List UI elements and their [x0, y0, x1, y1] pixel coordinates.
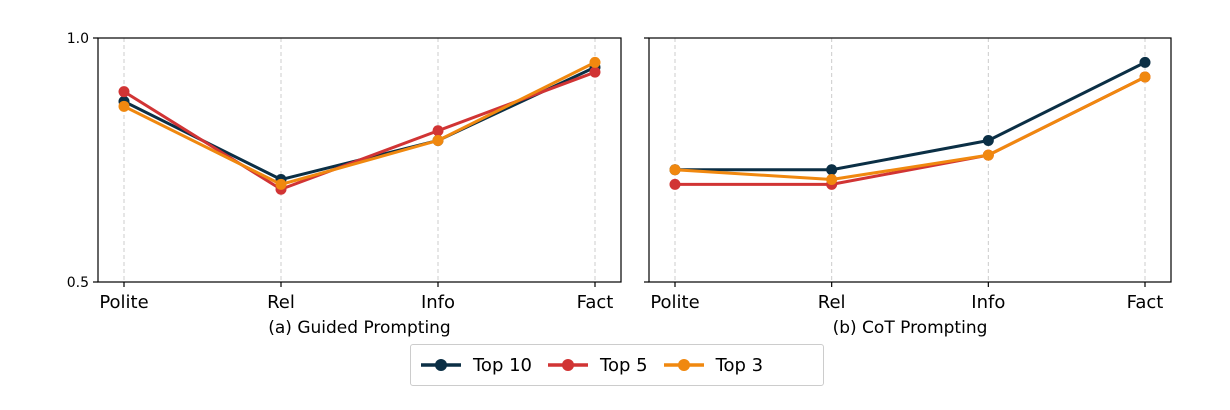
series-top-3 [118, 56, 601, 190]
panel-guided-prompting: Polite Rel Info Fact 0.5 1.0 (a) Guided Prompt… [67, 31, 622, 338]
x-tick-label-rel: Rel [818, 292, 846, 313]
panel-cot-prompting: Polite Rel Info Fact (b) CoT Prompting [644, 37, 1172, 338]
point-top-3-rel [275, 178, 287, 190]
point-top-5-fact [589, 66, 601, 78]
point-top-3-fact [589, 56, 601, 68]
panel-caption: (b) CoT Prompting [833, 318, 988, 338]
series-top-5 [118, 66, 601, 195]
series-top-3 [669, 71, 1151, 186]
point-top-3-polite [669, 164, 681, 176]
y-tick-label-1: 1.0 [67, 31, 89, 47]
series-line-top-5 [123, 70, 596, 191]
point-top-10-fact [1139, 56, 1151, 68]
legend: Top 10 Top 5 Top 3 [410, 344, 824, 386]
point-top-5-polite [118, 86, 130, 98]
legend-marker-top-3 [663, 359, 704, 371]
x-tick-label-fact: Fact [1127, 292, 1164, 313]
series-top-10 [118, 61, 601, 186]
point-top-3-polite [118, 100, 130, 112]
point-top-5-polite [669, 178, 681, 190]
series-line-top-3 [123, 61, 596, 186]
legend-label-top-3: Top 3 [715, 354, 764, 376]
legend-item-top-3: Top 3 [662, 354, 764, 376]
x-tick-label-rel: Rel [267, 292, 295, 313]
x-tick-label-info: Info [421, 292, 455, 313]
point-top-3-fact [1139, 71, 1151, 83]
axes-frame [648, 37, 1172, 283]
point-top-3-info [432, 134, 444, 146]
x-tick-label-polite: Polite [650, 292, 699, 313]
axes-frame [97, 37, 622, 283]
x-tick-label-fact: Fact [577, 292, 614, 313]
legend-item-top-5: Top 5 [546, 355, 648, 376]
legend-marker-top-5 [548, 359, 589, 371]
series-top-10 [669, 56, 1151, 176]
panel-caption: (a) Guided Prompting [268, 318, 450, 338]
legend-marker-top-10 [421, 359, 461, 371]
series-line-top-3 [674, 75, 1146, 182]
series-line-top-10 [675, 61, 1146, 172]
point-top-10-info [982, 134, 994, 146]
legend-label-top-10: Top 10 [473, 354, 533, 376]
x-tick-label-polite: Polite [99, 292, 148, 313]
point-top-3-info [982, 149, 994, 161]
point-top-10-rel [826, 164, 838, 176]
legend-label-top-5: Top 5 [600, 354, 648, 376]
y-tick-label-0: 0.5 [67, 275, 89, 291]
point-top-3-rel [826, 174, 838, 186]
legend-item-top-10: Top 10 [419, 355, 532, 376]
series-top-5 [669, 71, 1151, 190]
point-top-5-info [432, 125, 444, 137]
x-tick-label-info: Info [971, 292, 1005, 313]
